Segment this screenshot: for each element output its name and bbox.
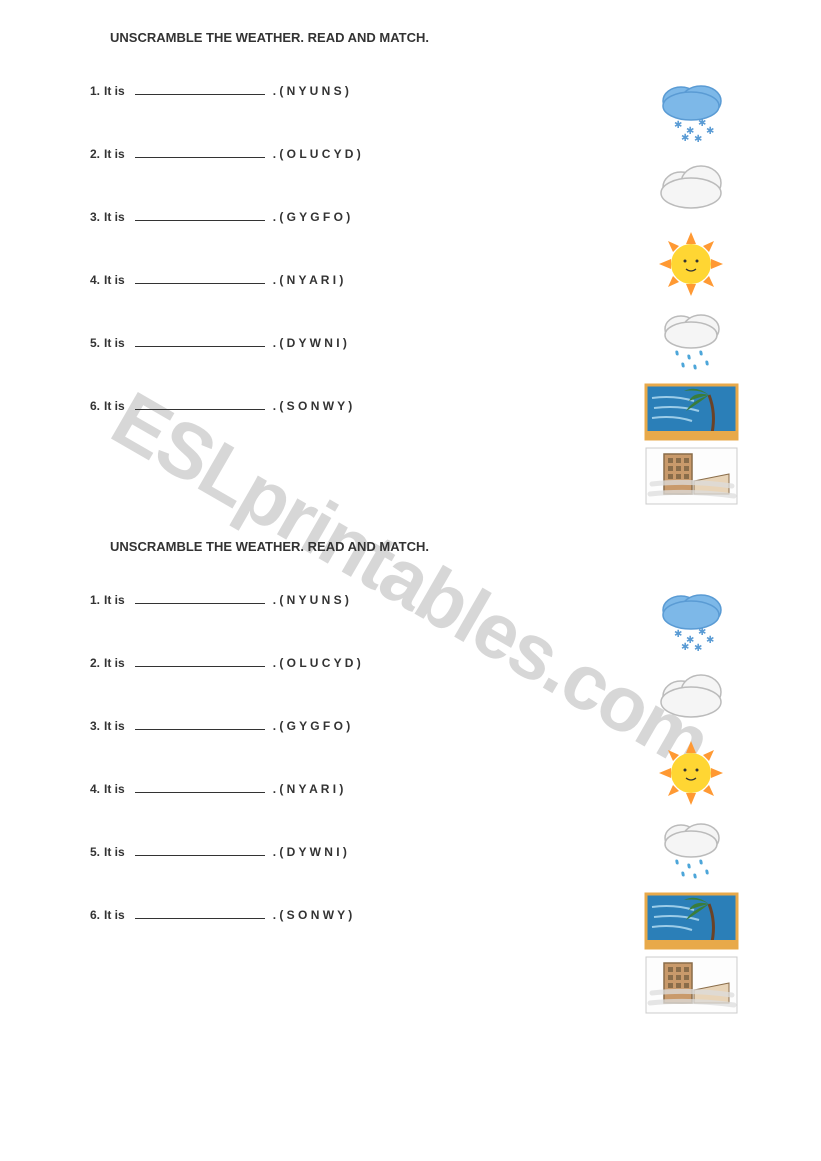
question-4: 4. It is . ( N Y A R I ) <box>90 781 631 796</box>
question-6: 6. It is . ( S O N W Y ) <box>90 907 631 922</box>
exercise-row: 1. It is . ( N Y U N S ) 2. It is . ( O … <box>90 582 751 1018</box>
question-number: 5. <box>90 336 100 350</box>
question-prefix: It is <box>104 210 125 224</box>
weather-image-sunny <box>641 736 741 811</box>
images-column: ✱✱✱ ✱✱✱ <box>631 582 751 1018</box>
questions-column: 1. It is . ( N Y U N S ) 2. It is . ( O … <box>90 73 631 461</box>
question-number: 2. <box>90 656 100 670</box>
svg-text:✱: ✱ <box>681 133 689 144</box>
images-column: ✱✱✱ ✱✱✱ <box>631 73 751 509</box>
answer-blank[interactable] <box>135 655 265 667</box>
question-prefix: It is <box>104 719 125 733</box>
svg-text:✱: ✱ <box>694 134 702 145</box>
answer-blank[interactable] <box>135 83 265 95</box>
section-title: UNSCRAMBLE THE WEATHER. READ AND MATCH. <box>110 539 751 554</box>
worksheet-section-1: UNSCRAMBLE THE WEATHER. READ AND MATCH. … <box>0 0 821 529</box>
scramble-letters: . ( G Y G F O ) <box>273 719 351 733</box>
weather-image-cloudy <box>641 150 741 225</box>
question-2: 2. It is . ( O L U C Y D ) <box>90 146 631 161</box>
question-prefix: It is <box>104 273 125 287</box>
question-prefix: It is <box>104 147 125 161</box>
answer-blank[interactable] <box>135 272 265 284</box>
weather-image-foggy <box>641 445 741 507</box>
scramble-letters: . ( S O N W Y ) <box>273 399 353 413</box>
weather-image-windy <box>641 381 741 443</box>
question-prefix: It is <box>104 399 125 413</box>
question-number: 4. <box>90 782 100 796</box>
scramble-letters: . ( O L U C Y D ) <box>273 147 361 161</box>
question-6: 6. It is . ( S O N W Y ) <box>90 398 631 413</box>
question-number: 1. <box>90 593 100 607</box>
svg-text:✱: ✱ <box>706 635 714 646</box>
question-4: 4. It is . ( N Y A R I ) <box>90 272 631 287</box>
question-1: 1. It is . ( N Y U N S ) <box>90 83 631 98</box>
weather-image-snowy: ✱✱✱ ✱✱✱ <box>641 582 741 657</box>
worksheet-section-2: UNSCRAMBLE THE WEATHER. READ AND MATCH. … <box>0 529 821 1038</box>
answer-blank[interactable] <box>135 209 265 221</box>
svg-text:✱: ✱ <box>674 120 682 131</box>
scramble-letters: . ( N Y A R I ) <box>273 782 344 796</box>
weather-image-snowy: ✱✱✱ ✱✱✱ <box>641 73 741 148</box>
svg-text:✱: ✱ <box>706 126 714 137</box>
scramble-letters: . ( S O N W Y ) <box>273 908 353 922</box>
answer-blank[interactable] <box>135 146 265 158</box>
scramble-letters: . ( N Y U N S ) <box>273 593 349 607</box>
question-prefix: It is <box>104 845 125 859</box>
answer-blank[interactable] <box>135 844 265 856</box>
answer-blank[interactable] <box>135 335 265 347</box>
weather-image-foggy <box>641 954 741 1016</box>
question-prefix: It is <box>104 593 125 607</box>
question-3: 3. It is . ( G Y G F O ) <box>90 209 631 224</box>
svg-text:✱: ✱ <box>674 629 682 640</box>
weather-image-windy <box>641 890 741 952</box>
answer-blank[interactable] <box>135 398 265 410</box>
weather-image-sunny <box>641 227 741 302</box>
question-number: 6. <box>90 908 100 922</box>
question-number: 2. <box>90 147 100 161</box>
section-title: UNSCRAMBLE THE WEATHER. READ AND MATCH. <box>110 30 751 45</box>
answer-blank[interactable] <box>135 907 265 919</box>
answer-blank[interactable] <box>135 781 265 793</box>
exercise-row: 1. It is . ( N Y U N S ) 2. It is . ( O … <box>90 73 751 509</box>
question-prefix: It is <box>104 656 125 670</box>
weather-image-cloudy <box>641 659 741 734</box>
weather-image-rainy <box>641 304 741 379</box>
question-number: 1. <box>90 84 100 98</box>
question-number: 4. <box>90 273 100 287</box>
question-2: 2. It is . ( O L U C Y D ) <box>90 655 631 670</box>
svg-text:✱: ✱ <box>694 643 702 654</box>
scramble-letters: . ( D Y W N I ) <box>273 845 347 859</box>
scramble-letters: . ( G Y G F O ) <box>273 210 351 224</box>
question-5: 5. It is . ( D Y W N I ) <box>90 335 631 350</box>
question-prefix: It is <box>104 782 125 796</box>
answer-blank[interactable] <box>135 592 265 604</box>
scramble-letters: . ( D Y W N I ) <box>273 336 347 350</box>
scramble-letters: . ( O L U C Y D ) <box>273 656 361 670</box>
question-prefix: It is <box>104 84 125 98</box>
question-1: 1. It is . ( N Y U N S ) <box>90 592 631 607</box>
question-number: 6. <box>90 399 100 413</box>
question-3: 3. It is . ( G Y G F O ) <box>90 718 631 733</box>
question-number: 3. <box>90 719 100 733</box>
scramble-letters: . ( N Y A R I ) <box>273 273 344 287</box>
weather-image-rainy <box>641 813 741 888</box>
question-prefix: It is <box>104 336 125 350</box>
questions-column: 1. It is . ( N Y U N S ) 2. It is . ( O … <box>90 582 631 970</box>
answer-blank[interactable] <box>135 718 265 730</box>
question-5: 5. It is . ( D Y W N I ) <box>90 844 631 859</box>
question-number: 3. <box>90 210 100 224</box>
question-number: 5. <box>90 845 100 859</box>
question-prefix: It is <box>104 908 125 922</box>
scramble-letters: . ( N Y U N S ) <box>273 84 349 98</box>
svg-text:✱: ✱ <box>681 642 689 653</box>
